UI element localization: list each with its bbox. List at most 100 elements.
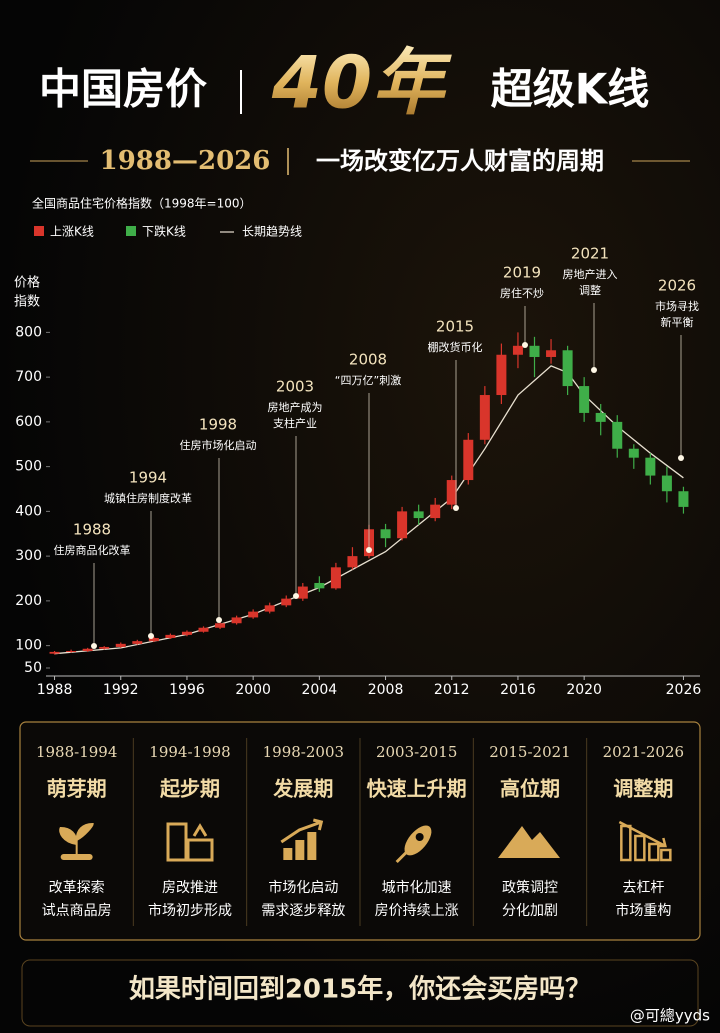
candle-body [264,605,275,612]
annotation-year: 1988 [73,521,111,539]
annotation-dot [216,617,222,623]
icon [295,840,305,860]
candle-body [612,421,623,449]
annotation-dot [522,342,528,348]
candle-body [413,511,424,519]
annotation-text: 支柱产业 [273,416,317,430]
y-axis-label: 价格 [14,275,40,291]
annotation-year: 2026 [658,277,696,295]
annotation-year: 2021 [571,245,609,263]
icon [660,848,672,862]
icon [648,842,660,862]
phase-period: 2015-2021 [489,743,570,761]
annotation-dot [678,455,684,461]
annotation-year: 2003 [276,378,314,396]
icon [186,838,214,862]
candle-body [546,350,557,357]
candle-body [82,648,93,651]
candle-body [215,623,226,628]
footer-question: 如果时间回到2015年，你还会买房吗？ [129,974,591,1005]
y-axis-label: 指数 [14,295,40,310]
x-tick-label: 2008 [368,682,404,698]
annotation-text: 棚改货币化 [428,340,483,354]
y-tick-label: 400 [15,503,42,519]
annotation-dot [366,547,372,553]
candle-body [595,412,606,422]
candle-body [49,651,60,654]
candle-body [165,634,176,639]
annotation-text: 住房市场化启动 [180,438,257,452]
phase-desc: 房价持续上涨 [375,902,459,919]
phase-period: 1988-1994 [36,743,117,761]
candle-body [628,448,639,458]
icon [634,834,646,862]
phase-period: 1998-2003 [263,743,344,761]
watermark: @可總yyds [630,1007,710,1025]
candle-body [347,556,358,568]
x-tick-label: 1996 [169,682,205,698]
phase-desc: 城市化加速 [382,879,452,896]
phase-name: 调整期 [613,777,673,801]
icon [60,854,93,860]
y-tick-label: 200 [15,593,42,609]
annotation-dot [453,505,459,511]
x-tick-label: 1988 [37,682,73,698]
candle-body [314,582,325,589]
annotation-dot [148,633,154,639]
icon [283,848,293,860]
y-tick-label: 100 [15,638,42,654]
legend-label: 长期趋势线 [242,225,302,239]
phase-name: 快速上升期 [367,777,467,801]
candle-body [529,345,540,357]
candle-body [661,475,672,492]
icon [395,850,408,864]
period: 1988—2026 [100,146,271,176]
annotation-dot [293,593,299,599]
phase-name: 起步期 [159,777,220,801]
phase-desc: 房改推进 [162,880,218,896]
candle-body [248,611,259,618]
candle-body [66,650,77,652]
annotation-text: 房地产成为 [268,400,323,414]
phase-desc: 改革探索 [49,879,105,896]
annotation-year: 2015 [436,318,474,336]
y-tick-label: 700 [15,369,42,385]
phase-name: 萌芽期 [47,777,107,801]
x-tick-label: 1992 [103,682,139,698]
icon [498,826,560,858]
legend-label: 上涨K线 [50,224,94,239]
candle-body [430,504,441,519]
x-tick-label: 2020 [566,682,602,698]
y-tick-label: 500 [15,459,42,475]
icon [280,818,324,844]
title-left: 中国房价 [39,65,207,114]
candle-body [562,350,573,387]
candle-body [115,643,126,647]
x-tick-label: 2000 [235,682,271,698]
x-tick-label: 2012 [434,682,470,698]
phase-desc: 市场初步形成 [148,902,232,919]
candle-body [645,457,656,476]
legend-swatch [34,226,44,236]
phase-desc: 政策调控 [502,879,558,896]
phase-desc: 市场化启动 [268,879,338,896]
footer-panel [21,959,699,1027]
annotation-text: 住房商品化改革 [54,543,131,557]
annotation-year: 2008 [349,351,387,369]
candle-body [148,638,159,642]
candle-body [463,439,474,481]
phase-period: 1994-1998 [149,743,230,761]
title-right: 超级K线 [491,65,650,114]
candle-body [99,646,110,649]
icon [192,823,208,837]
annotation-text: 新平衡 [661,315,694,329]
icon [618,820,667,848]
candle-body [181,631,192,635]
candle-body [496,354,507,396]
phase-name: 高位期 [500,777,560,801]
title-main: 40年 [271,41,452,125]
annotation-year: 2019 [503,264,541,282]
